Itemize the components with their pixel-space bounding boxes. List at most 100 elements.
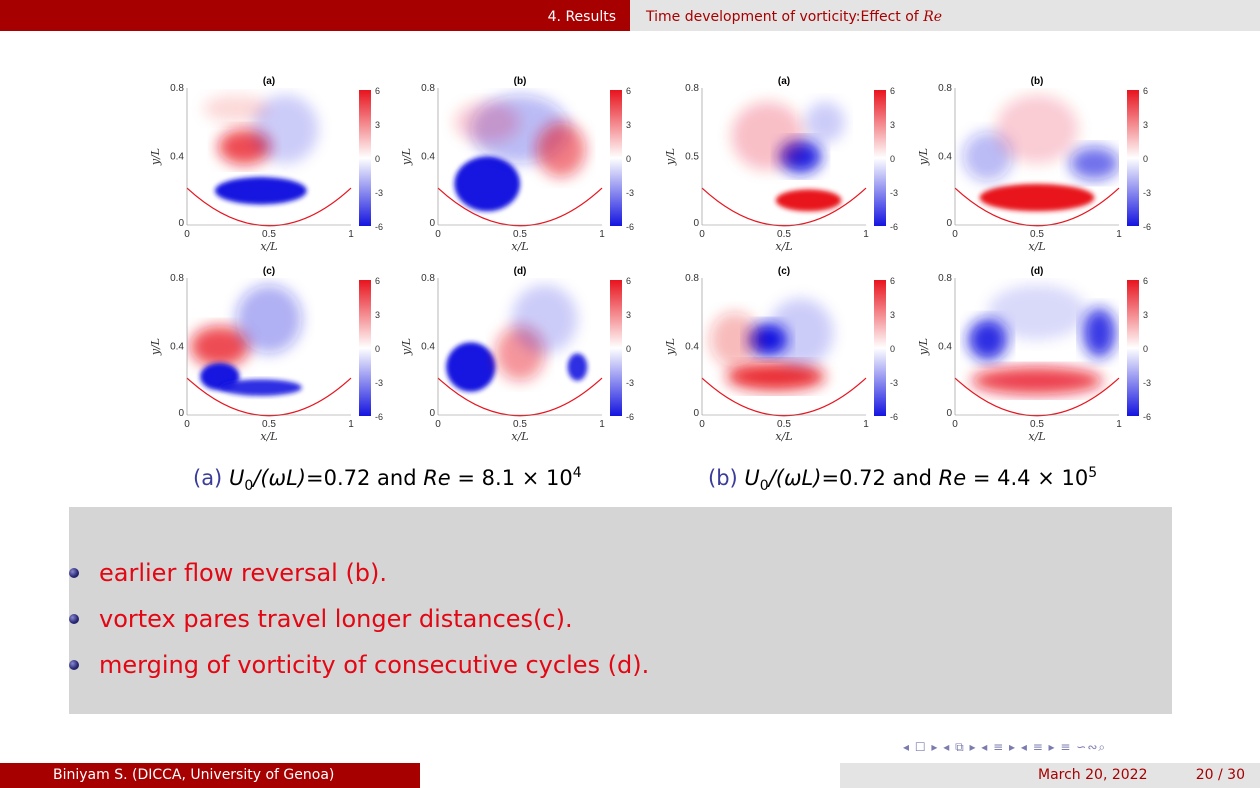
vorticity-field (955, 278, 1119, 415)
vortex-blob (987, 284, 1087, 340)
panel-letter: (b) (1031, 76, 1044, 87)
header-bar: 4. Results Time development of vorticity… (0, 0, 1260, 31)
vortex-blob (979, 183, 1095, 212)
colorbar (1127, 90, 1139, 226)
footer-page-number: 20 / 30 (1195, 767, 1245, 783)
caption-right-re: Re (938, 466, 967, 490)
footer-middle-band (420, 763, 840, 788)
y-tick-label: 0 (178, 408, 184, 419)
vorticity-field (187, 88, 351, 225)
colorbar-tick-label: 0 (890, 344, 895, 354)
y-tick-label: 0.4 (170, 342, 184, 353)
colorbar-tick-label: 6 (1143, 86, 1148, 96)
footer-date: March 20, 2022 (1038, 767, 1148, 783)
vortex-blob (1082, 308, 1116, 358)
y-tick-label: 0.8 (938, 273, 952, 284)
vorticity-field (438, 88, 602, 225)
colorbar-tick-label: 3 (626, 120, 631, 130)
section-title[interactable]: 4. Results (547, 9, 616, 25)
x-axis-label: x/L (260, 240, 277, 253)
colorbar (610, 90, 622, 226)
x-axis-label: x/L (511, 430, 528, 443)
y-axis-label: y/L (149, 148, 162, 166)
colorbar-tick-label: -3 (626, 188, 634, 198)
vortex-blob (454, 156, 520, 212)
colorbar-tick-label: 6 (626, 276, 631, 286)
y-axis-label: y/L (149, 338, 162, 356)
footer-date-band: March 20, 2022 20 / 30 (840, 763, 1260, 788)
y-tick-label: 0 (946, 218, 952, 229)
boundary-line (437, 187, 603, 227)
bullet-text: merging of vorticity of consecutive cycl… (99, 651, 650, 679)
caption-right: (b) U0/(ωL)=0.72 and Re = 4.4 × 105 (708, 465, 1097, 494)
colorbar-tick-label: -3 (375, 188, 383, 198)
colorbar-tick-label: -6 (626, 222, 634, 232)
colorbar-tick-label: -6 (375, 412, 383, 422)
y-tick-label: 0.4 (938, 342, 952, 353)
y-axis-label: y/L (664, 338, 677, 356)
x-tick-label: 1 (599, 229, 605, 240)
y-axis-label: y/L (664, 148, 677, 166)
x-tick-label: 0 (184, 419, 190, 430)
frame-title-math: Re (923, 9, 943, 25)
x-axis-label: x/L (260, 430, 277, 443)
colorbar-tick-label: -6 (375, 222, 383, 232)
y-tick-label: 0 (429, 218, 435, 229)
frame-title-text: Time development of vorticity:Effect of (646, 9, 924, 25)
vorticity-field (702, 278, 866, 415)
y-axis-label: y/L (917, 148, 930, 166)
vortex-blob (567, 353, 588, 381)
colorbar-tick-label: 0 (375, 154, 380, 164)
header-title-band: Time development of vorticity:Effect of … (630, 0, 1260, 31)
footer-author: Biniyam S. (DICCA, University of Genoa) (53, 767, 335, 783)
y-tick-label: 0.8 (685, 273, 699, 284)
x-tick-label: 0 (699, 229, 705, 240)
colorbar-tick-label: -3 (890, 378, 898, 388)
bullet-icon (69, 660, 79, 670)
colorbar (874, 90, 886, 226)
x-tick-label: 0.5 (777, 229, 791, 240)
x-tick-label: 0.5 (513, 229, 527, 240)
colorbar-tick-label: -3 (1143, 188, 1151, 198)
bullet-icon (69, 614, 79, 624)
y-axis-label: y/L (400, 148, 413, 166)
x-axis-label: x/L (775, 240, 792, 253)
x-tick-label: 0.5 (777, 419, 791, 430)
vortex-blob (731, 101, 804, 171)
caption-right-exp: 5 (1088, 465, 1098, 481)
x-tick-label: 0.5 (1030, 419, 1044, 430)
y-tick-label: 0 (693, 408, 699, 419)
x-tick-label: 1 (1116, 229, 1122, 240)
panel-letter: (c) (263, 266, 275, 277)
caption-right-u: U (744, 466, 760, 490)
x-tick-label: 1 (863, 229, 869, 240)
y-axis-label: y/L (400, 338, 413, 356)
x-axis-label: x/L (775, 430, 792, 443)
x-tick-label: 0 (699, 419, 705, 430)
boundary-line (954, 187, 1120, 227)
y-tick-label: 0.8 (938, 83, 952, 94)
vortex-blob (963, 131, 1013, 182)
colorbar-tick-label: -3 (1143, 378, 1151, 388)
x-tick-label: 0.5 (262, 419, 276, 430)
vortex-blob (203, 94, 269, 123)
x-tick-label: 0 (952, 419, 958, 430)
colorbar-tick-label: 6 (375, 276, 380, 286)
x-tick-label: 1 (1116, 419, 1122, 430)
vortex-blob (726, 362, 825, 391)
colorbar-tick-label: -3 (375, 378, 383, 388)
boundary-line (186, 187, 352, 227)
caption-left-re: Re (423, 466, 451, 490)
panel-letter: (c) (778, 266, 790, 277)
navigation-controls[interactable]: ◂ ☐ ▸ ◂ ⧉ ▸ ◂ ≡ ▸ ◂ ≡ ▸ ≡ ∽∾⌕ (903, 740, 1107, 754)
y-tick-label: 0.8 (170, 273, 184, 284)
caption-left-exp: 4 (572, 465, 582, 481)
colorbar-tick-label: 3 (375, 120, 380, 130)
y-tick-label: 0.4 (170, 152, 184, 163)
caption-left: (a) U0/(ωL)=0.72 and Re = 8.1 × 104 (193, 465, 582, 494)
y-tick-label: 0.8 (170, 83, 184, 94)
colorbar (610, 280, 622, 416)
vortex-blob (454, 101, 520, 143)
panel-letter: (a) (263, 76, 275, 87)
colorbar (359, 90, 371, 226)
